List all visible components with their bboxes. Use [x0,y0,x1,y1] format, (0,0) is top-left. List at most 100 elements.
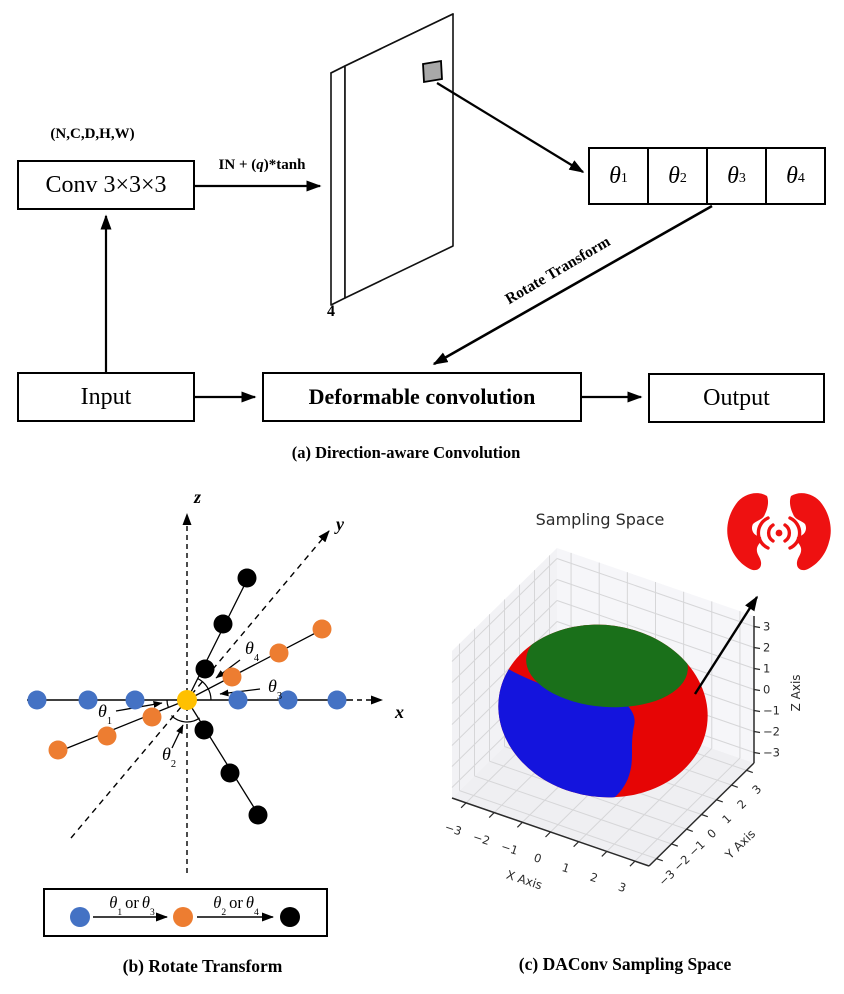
z-tick-label: −1 [763,704,780,718]
origin-dot [177,690,197,710]
rotate-transform-dots [27,568,347,825]
z-tick-label: −3 [763,746,780,760]
tick-mark [753,730,761,734]
lesion-icon [727,493,831,571]
sample-dot-blue [327,690,347,710]
z-tick-label: 3 [763,620,770,634]
legend-dot-orange [173,907,193,927]
caption-c: (c) DAConv Sampling Space [518,954,732,974]
output-box-label: Output [703,384,770,411]
tick-mark [545,831,551,838]
tick-mark [488,812,495,818]
tick-mark [460,802,467,809]
theta3-annotation: θ3 [267,676,283,703]
x-tick-label: 2 [588,870,599,886]
grid-line [556,558,755,627]
grid-line [451,558,558,662]
sphere-green-region [526,620,688,708]
theta34-angle-arc [197,677,212,701]
deformable-box-label: Deformable convolution [308,384,536,409]
sample-dot-black_down [220,763,240,783]
rotate-legend-box [43,888,328,937]
sphere-to-lesion-arrow [693,595,759,695]
axis-label-x: x [395,702,404,722]
caption-b: (b) Rotate Transform [122,956,283,976]
y-tick-label: −1 [686,837,708,859]
caption-a: (a) Direction-aware Convolution [291,443,521,462]
feature-slab-front-face [344,13,454,299]
y-tick-label: 0 [704,826,719,841]
theta2-pointer-arrow [171,724,184,749]
y-tick-label: 3 [749,782,764,797]
z-tick-label: 1 [763,662,770,676]
input-box-label: Input [80,383,132,410]
z-axis-label: Z Axis [789,674,804,712]
sample-dot-blue [228,690,248,710]
sample-dot-black_up [195,659,215,679]
offset-channels-label: 4 [327,303,335,320]
grid-line [451,579,558,683]
legend-dots [70,907,300,927]
conv-box: Conv 3×3×3 [17,160,195,210]
tick-mark [701,813,708,818]
sample-dot-blue [278,690,298,710]
legend-label-1: θ1or θ3 [109,893,155,918]
grid-line [451,621,558,725]
tick-mark [753,688,761,692]
grid-line [451,600,558,704]
tick-mark [601,851,608,857]
sample-dot-orange [222,667,242,687]
z-tick-label: 2 [763,641,770,655]
tick-mark [753,646,761,650]
theta2-annotation: θ2 [161,744,177,771]
tick-mark [746,769,753,774]
in-tanh-arrow-label: IN + (q)*tanh [198,157,326,174]
theta4-annotation: θ4 [244,638,260,665]
in-tanh-post: )*tanh [263,157,306,173]
tick-mark [753,625,761,629]
z-tick-label: 0 [763,683,770,697]
slab-to-theta-arrow [436,82,585,173]
y-axis-line [70,530,330,839]
axis-label-y: y [336,514,344,534]
tensor-shape-label: (N,C,D,H,W) [50,126,135,142]
sample-dot-black_down [248,805,268,825]
tick-mark [516,821,523,828]
x-tick-label: 1 [560,860,571,876]
output-box: Output [648,373,825,423]
sample-dot-orange [97,726,117,746]
sample-dot-blue [125,690,145,710]
sample-dot-black_down [194,720,214,740]
daconv-flowchart-art [100,13,713,403]
sample-dot-orange [142,707,162,727]
rotate-transform-arrow [432,204,713,366]
tick-mark [731,784,738,788]
in-tanh-pre: IN + ( [218,157,257,173]
legend-label-2: θ2or θ4 [213,893,259,918]
x-tick-label: −1 [499,839,519,858]
theta2-angle-arc [170,715,200,723]
tick-mark [629,860,636,867]
sample-dot-orange [312,619,332,639]
input-box: Input [17,372,195,422]
deformable-conv-box: Deformable convolution [262,372,582,422]
legend-dot-black [280,907,300,927]
tick-mark [573,841,580,848]
theta1-annotation: θ1 [97,701,113,728]
sample-dot-black_up [213,614,233,634]
in-tanh-q: q [256,157,264,173]
tick-mark [656,858,663,862]
z-tick-label: −2 [763,725,780,739]
axis-label-z: z [194,487,202,507]
tick-mark [753,667,761,671]
feature-slab-side-face [330,65,346,306]
theta1-angle-arc [166,699,169,708]
sample-dot-blue [27,690,47,710]
conv-box-label: Conv 3×3×3 [45,171,167,198]
